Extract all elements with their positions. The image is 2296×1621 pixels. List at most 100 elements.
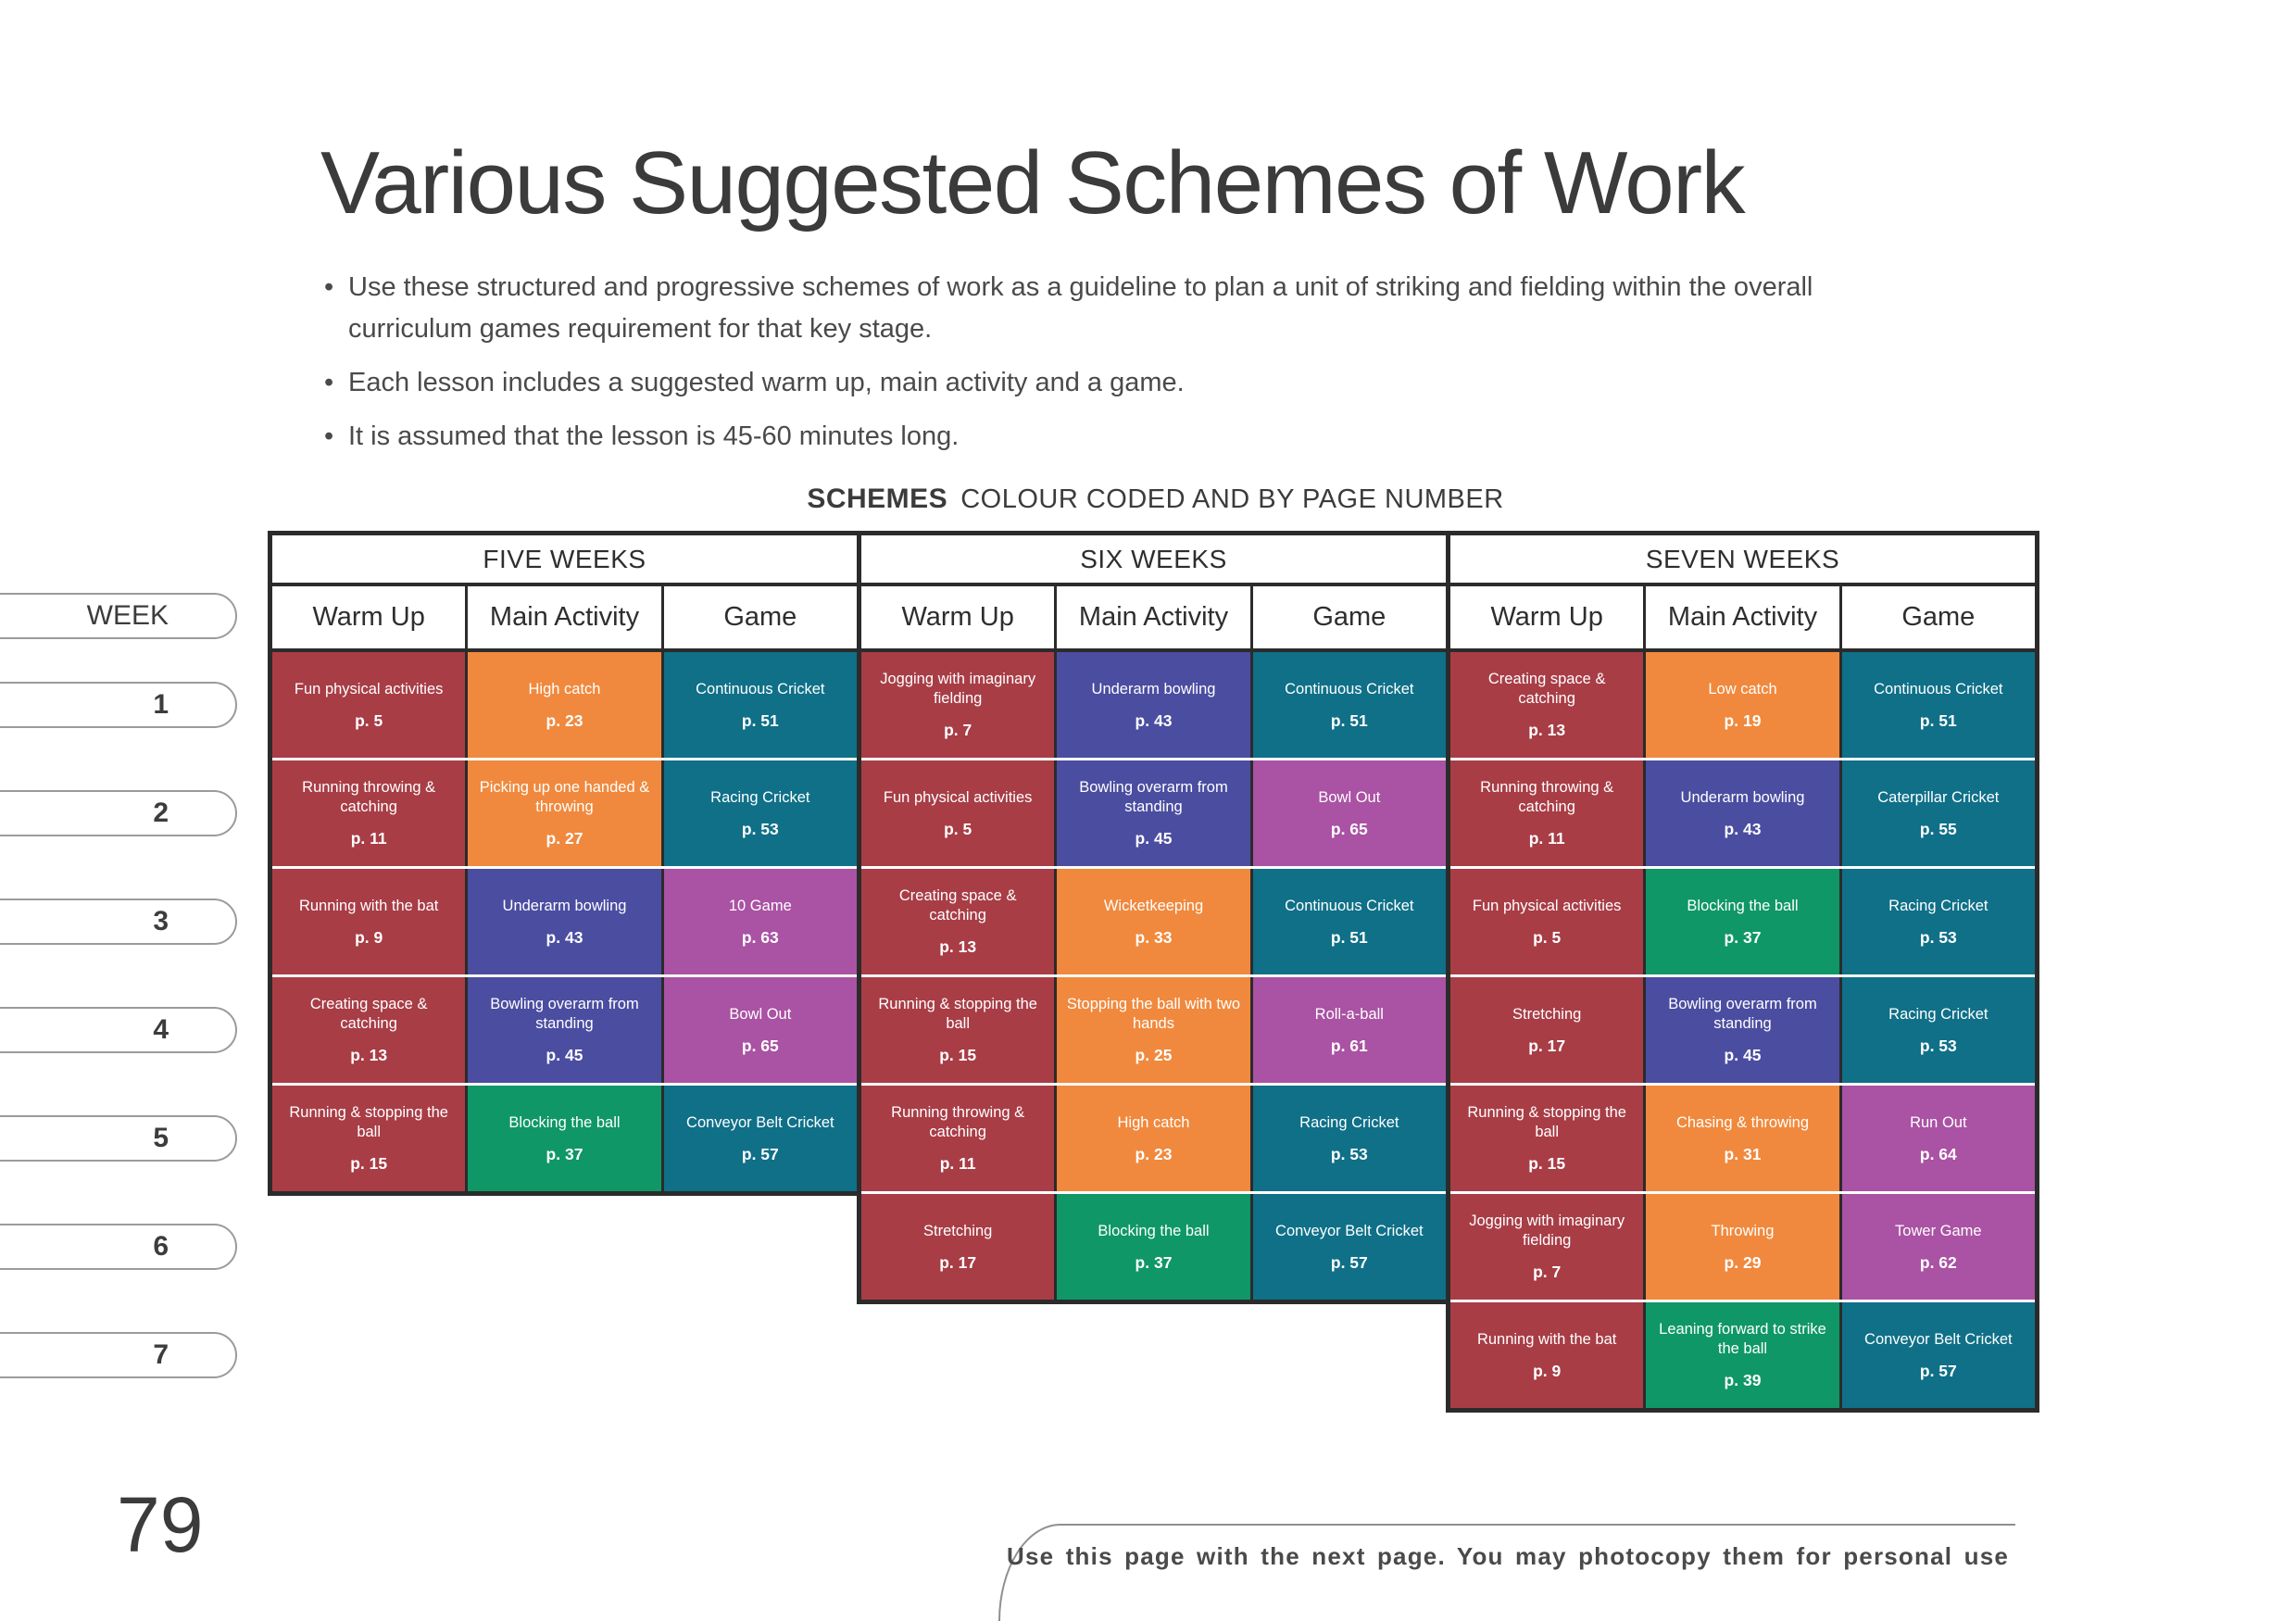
week-row-3: Creating space & catching p. 13 Wicketkeep… xyxy=(861,866,1446,974)
activity-name: Racing Cricket xyxy=(1299,1113,1399,1131)
page-ref: p. 57 xyxy=(1919,1361,1957,1380)
activity-name: Fun physical activities xyxy=(294,680,444,697)
activity-name: Continuous Cricket xyxy=(1285,680,1414,697)
activity-name: Tower Game xyxy=(1895,1222,1982,1239)
page-ref: p. 15 xyxy=(939,1046,977,1064)
bullet-item: It is assumed that the lesson is 45-60 m… xyxy=(324,416,1815,458)
activity-name: Leaning forward to strike the ball xyxy=(1659,1321,1826,1357)
activity-name: Stretching xyxy=(1512,1005,1582,1023)
scheme-cell: Underarm bowling p. 43 xyxy=(1646,760,1839,866)
scheme-cell: Bowling overarm from standing p. 45 xyxy=(1057,760,1250,866)
week-pill-6: 6 xyxy=(0,1224,237,1270)
scheme-cell: Continuous Cricket p. 51 xyxy=(1841,652,2035,758)
page-ref: p. 15 xyxy=(350,1154,388,1173)
page-ref: p. 43 xyxy=(546,927,583,947)
scheme-cell: 10 Game p. 63 xyxy=(663,869,857,974)
activity-name: Underarm bowling xyxy=(1091,680,1216,697)
activity-name: Bowling overarm from standing xyxy=(490,996,639,1032)
page-ref: p. 29 xyxy=(1724,1252,1762,1272)
week-pill-5: 5 xyxy=(0,1115,237,1162)
scheme-cell: Blocking the ball p. 37 xyxy=(468,1086,661,1191)
page-ref: p. 9 xyxy=(1533,1361,1562,1380)
column-header-warm-up: Warm Up xyxy=(272,586,466,648)
page-ref: p. 13 xyxy=(1528,721,1566,739)
week-row-2: Running throwing & catching p. 11 Underarm… xyxy=(1450,758,2035,866)
column-header-main-activity: Main Activity xyxy=(468,586,661,648)
page-ref: p. 5 xyxy=(355,710,383,730)
scheme-cell: Running & stopping the ball p. 15 xyxy=(272,1086,466,1191)
column-header-main-activity: Main Activity xyxy=(1646,586,1839,648)
scheme-cell: Running with the bat p. 9 xyxy=(272,869,466,974)
scheme-cell: Conveyor Belt Cricket p. 57 xyxy=(1841,1302,2035,1408)
page-ref: p. 57 xyxy=(1330,1252,1368,1272)
page-ref: p. 53 xyxy=(1919,927,1957,947)
page-ref: p. 23 xyxy=(546,710,583,730)
scheme-cell: Blocking the ball p. 37 xyxy=(1646,869,1839,974)
scheme-cell: Continuous Cricket p. 51 xyxy=(1252,652,1446,758)
week-pill-3: 3 xyxy=(0,898,237,945)
page-ref: p. 51 xyxy=(1330,710,1368,730)
week-pill-2: 2 xyxy=(0,790,237,836)
scheme-cell: Tower Game p. 62 xyxy=(1841,1194,2035,1300)
activity-name: Bowl Out xyxy=(1318,788,1381,806)
column-header-game: Game xyxy=(1841,586,2035,648)
page-ref: p. 37 xyxy=(546,1144,583,1163)
activity-name: Bowling overarm from standing xyxy=(1079,779,1228,815)
page-ref: p. 25 xyxy=(1135,1046,1173,1064)
page-ref: p. 65 xyxy=(741,1036,779,1055)
activity-name: Stretching xyxy=(923,1222,993,1239)
column-header-warm-up: Warm Up xyxy=(861,586,1055,648)
activity-name: Bowling overarm from standing xyxy=(1668,996,1817,1032)
schemes-heading: SCHEMES COLOUR CODED AND BY PAGE NUMBER xyxy=(268,484,2043,515)
scheme-cell: Caterpillar Cricket p. 55 xyxy=(1841,760,2035,866)
column-header-game: Game xyxy=(663,586,857,648)
page-ref: p. 45 xyxy=(1135,829,1173,848)
page-ref: p. 27 xyxy=(546,829,583,848)
activity-name: Creating space & catching xyxy=(898,887,1017,924)
scheme-cell: Chasing & throwing p. 31 xyxy=(1646,1086,1839,1191)
scheme-cell: Jogging with imaginary fielding p. 7 xyxy=(861,652,1055,758)
page-ref: p. 61 xyxy=(1330,1036,1368,1055)
activity-name: Running & stopping the ball xyxy=(289,1104,448,1140)
week-row-4: Creating space & catching p. 13 Bowling ov… xyxy=(272,974,857,1083)
week-row-4: Stretching p. 17 Bowling overarm from stan… xyxy=(1450,974,2035,1083)
page-ref: p. 11 xyxy=(1528,829,1565,848)
page-ref: p. 17 xyxy=(939,1252,977,1272)
activity-name: Conveyor Belt Cricket xyxy=(1275,1222,1424,1239)
page-ref: p. 31 xyxy=(1724,1144,1762,1163)
page-ref: p. 53 xyxy=(741,819,779,838)
activity-name: Underarm bowling xyxy=(1680,788,1805,806)
column-header-row: Warm Up Main Activity Game xyxy=(1450,586,2035,648)
activity-name: 10 Game xyxy=(728,897,792,914)
scheme-cell: Fun physical activities p. 5 xyxy=(1450,869,1644,974)
bullet-text: It is assumed that the lesson is 45-60 m… xyxy=(348,421,960,451)
page-ref: p. 39 xyxy=(1724,1371,1762,1389)
page-ref: p. 51 xyxy=(741,710,779,730)
activity-name: High catch xyxy=(1117,1113,1190,1131)
scheme-cell: Creating space & catching p. 13 xyxy=(1450,652,1644,758)
scheme-cell: Continuous Cricket p. 51 xyxy=(1252,869,1446,974)
week-row-6: Jogging with imaginary fielding p. 7 Throw… xyxy=(1450,1191,2035,1300)
scheme-cell: Jogging with imaginary fielding p. 7 xyxy=(1450,1194,1644,1300)
week-row-3: Fun physical activities p. 5 Blocking the … xyxy=(1450,866,2035,974)
week-pill-7: 7 xyxy=(0,1332,237,1378)
activity-name: Creating space & catching xyxy=(309,996,428,1032)
page-ref: p. 55 xyxy=(1919,819,1957,838)
activity-name: Roll-a-ball xyxy=(1314,1005,1384,1023)
week-row-3: Running with the bat p. 9 Underarm bowling… xyxy=(272,866,857,974)
activity-name: Jogging with imaginary fielding xyxy=(880,671,1036,707)
page-ref: p. 19 xyxy=(1724,710,1762,730)
activity-name: Racing Cricket xyxy=(1888,1005,1989,1023)
page-ref: p. 7 xyxy=(1533,1263,1562,1281)
scheme-cell: Stopping the ball with two hands p. 25 xyxy=(1057,977,1250,1083)
scheme-cell: Racing Cricket p. 53 xyxy=(663,760,857,866)
group-title: FIVE WEEKS xyxy=(272,535,857,583)
scheme-cell: Run Out p. 64 xyxy=(1841,1086,2035,1191)
scheme-cell: Picking up one handed & throwing p. 27 xyxy=(468,760,661,866)
activity-name: Running & stopping the ball xyxy=(878,996,1037,1032)
scheme-cell: Stretching p. 17 xyxy=(861,1194,1055,1300)
page-ref: p. 37 xyxy=(1724,927,1762,947)
activity-name: Continuous Cricket xyxy=(1874,680,2003,697)
scheme-cell: Underarm bowling p. 43 xyxy=(1057,652,1250,758)
